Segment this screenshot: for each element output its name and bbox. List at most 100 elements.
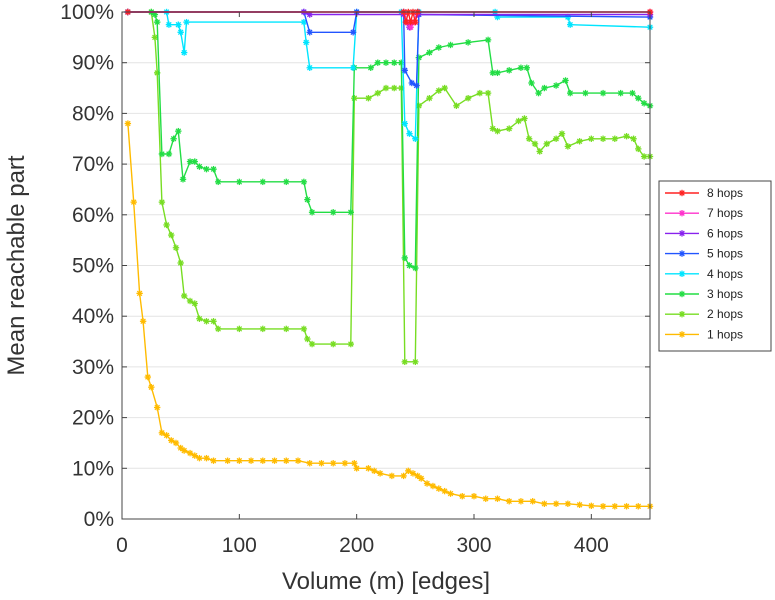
data-point-3-hops [415, 54, 423, 61]
legend-swatch-marker [678, 270, 686, 277]
legend-item-1-hops: 1 hops [665, 327, 743, 341]
data-point-1-hops [529, 498, 536, 505]
data-point-4-hops [175, 21, 182, 28]
data-point-2-hops [635, 145, 642, 153]
legend: 8 hops 7 hops 6 hops 5 hops 4 hops 3 hops 2 ho… [658, 180, 772, 352]
data-point-2-hops [168, 231, 175, 239]
data-point-1-hops [541, 500, 548, 507]
legend-swatch-marker [678, 311, 686, 318]
data-point-2-hops [236, 325, 243, 333]
data-point-2-hops [180, 292, 188, 300]
horizontal-gridlines [122, 62, 650, 469]
data-point-4-hops [165, 21, 173, 28]
data-point-4-hops [349, 64, 357, 71]
data-point-2-hops [552, 135, 560, 142]
data-point-1-hops [409, 470, 417, 477]
data-point-3-hops [562, 77, 569, 84]
data-point-1-hops [144, 373, 152, 381]
data-point-3-hops [347, 209, 354, 216]
data-point-2-hops [494, 127, 501, 135]
data-point-4-hops [183, 18, 190, 26]
data-point-5-hops [413, 82, 420, 89]
data-point-8-hops [412, 18, 419, 26]
data-point-2-hops [186, 297, 194, 305]
data-point-3-hops [304, 196, 311, 203]
x-tick-label: 400 [574, 534, 609, 557]
data-point-1-hops [306, 460, 313, 467]
series-2-hops [124, 8, 654, 366]
data-point-4-hops [177, 29, 184, 36]
y-tick-label: 90% [72, 52, 114, 75]
data-point-1-hops [236, 457, 243, 464]
data-point-1-hops [130, 198, 137, 206]
data-point-1-hops [635, 503, 642, 510]
data-point-2-hops [300, 325, 308, 333]
legend-label: 7 hops [707, 206, 743, 220]
data-point-2-hops [158, 198, 166, 206]
data-point-1-hops [341, 460, 349, 467]
data-point-3-hops [186, 158, 194, 165]
legend-swatch-marker [678, 290, 686, 298]
data-point-1-hops [459, 492, 466, 500]
data-point-2-hops [489, 125, 496, 132]
data-point-2-hops [330, 340, 337, 348]
data-point-3-hops [412, 264, 419, 272]
legend-item-6-hops: 6 hops [665, 226, 743, 240]
data-point-3-hops [391, 59, 398, 66]
data-point-3-hops [154, 18, 161, 26]
data-point-3-hops [552, 82, 560, 89]
data-point-1-hops [186, 449, 194, 457]
data-point-1-hops [447, 490, 454, 497]
data-point-2-hops [558, 130, 566, 137]
data-point-3-hops [582, 89, 589, 97]
data-point-2-hops [464, 94, 472, 102]
data-point-2-hops [210, 318, 217, 325]
data-point-2-hops [259, 325, 266, 333]
data-point-3-hops [506, 67, 513, 74]
data-point-1-hops [259, 457, 266, 464]
data-point-1-hops [376, 470, 384, 477]
data-point-1-hops [470, 492, 478, 500]
data-point-1-hops [172, 439, 180, 447]
y-tick-label: 80% [72, 102, 114, 125]
data-point-3-hops [215, 178, 222, 186]
data-point-2-hops [374, 89, 381, 97]
data-point-3-hops [599, 89, 607, 97]
data-point-3-hops [210, 165, 217, 173]
data-point-2-hops [506, 125, 513, 132]
data-point-2-hops [599, 135, 607, 142]
data-point-2-hops [543, 140, 550, 148]
data-point-1-hops [139, 318, 147, 325]
data-point-2-hops [391, 84, 398, 92]
data-point-3-hops [535, 89, 542, 97]
y-tick-label: 30% [72, 356, 114, 379]
data-point-3-hops [175, 127, 182, 135]
y-tick-label: 60% [72, 204, 114, 227]
data-point-1-hops [224, 457, 231, 464]
legend-item-2-hops: 2 hops [665, 307, 743, 321]
data-point-5-hops [349, 29, 357, 36]
legend-item-4-hops: 4 hops [665, 267, 743, 281]
y-axis-ticks: 0% 10% 20% 30% 40% 50% 60% 70% 80% 90% 100% [60, 1, 650, 531]
data-point-3-hops [635, 94, 642, 102]
data-point-2-hops [611, 135, 618, 142]
data-point-3-hops [151, 11, 159, 18]
legend-swatch-marker [678, 210, 686, 217]
data-point-4-hops [401, 120, 408, 127]
data-point-2-hops [203, 318, 210, 325]
data-point-3-hops [464, 39, 472, 46]
data-point-2-hops [415, 102, 423, 109]
data-point-1-hops [611, 503, 618, 510]
data-point-3-hops [494, 69, 501, 77]
data-point-2-hops [308, 340, 316, 348]
data-point-2-hops [426, 94, 433, 102]
data-point-3-hops [259, 178, 266, 186]
data-point-2-hops [151, 34, 159, 41]
data-point-5-hops [408, 79, 416, 87]
data-point-3-hops [236, 178, 243, 186]
data-point-1-hops [177, 444, 184, 452]
data-point-2-hops [196, 315, 203, 322]
data-point-3-hops [528, 79, 535, 87]
data-point-2-hops [172, 244, 180, 251]
